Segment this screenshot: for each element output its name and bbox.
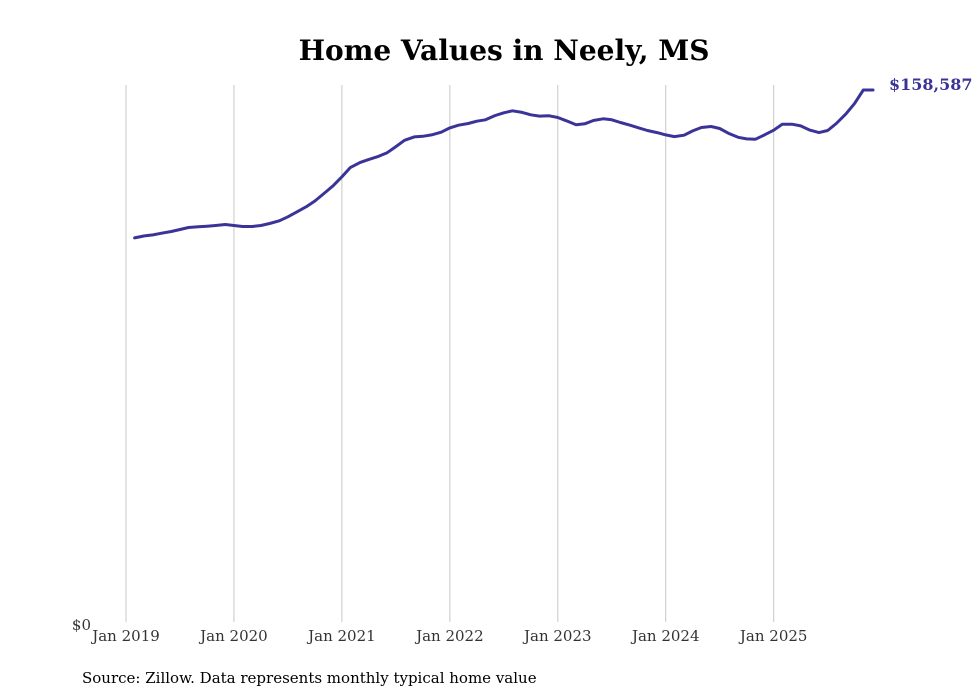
home-value-line: [133, 88, 875, 240]
x-tick-label-2020: Jan 2020: [198, 627, 268, 645]
x-tick-label-2025: Jan 2025: [738, 627, 808, 645]
x-tick-label-2023: Jan 2023: [522, 627, 592, 645]
x-tick-label-2024: Jan 2024: [630, 627, 700, 645]
x-axis-ticks: Jan 2019 Jan 2020 Jan 2021 Jan 2022 Jan 2023…: [90, 627, 807, 645]
x-tick-label-2021: Jan 2021: [306, 627, 376, 645]
x-tick-label-2019: Jan 2019: [90, 627, 160, 645]
chart-title: Home Values in Neely, MS: [299, 34, 710, 67]
x-tick-label-2022: Jan 2022: [414, 627, 484, 645]
y-axis-zero-label: $0: [72, 616, 91, 634]
gridlines: [125, 85, 775, 622]
latest-value-label: $158,587: [889, 75, 973, 94]
source-note: Source: Zillow. Data represents monthly …: [82, 669, 537, 687]
